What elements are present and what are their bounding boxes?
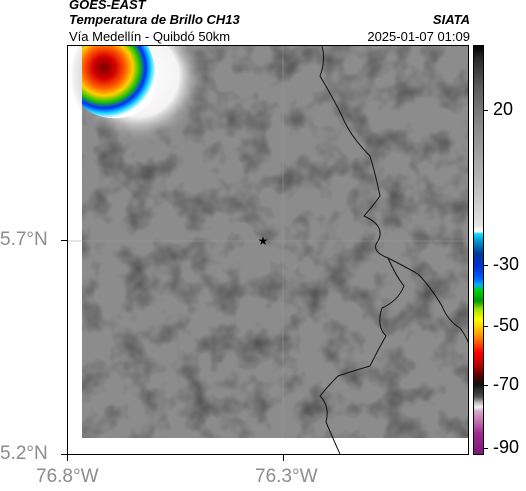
colorbar-label: -70 xyxy=(493,374,520,394)
colorbar-tick xyxy=(484,110,488,111)
colorbar-label: 20 xyxy=(493,99,514,119)
product-title: Temperatura de Brillo CH13 xyxy=(69,12,240,27)
organization-label: SIATA xyxy=(432,12,470,27)
colorbar-tick xyxy=(484,326,488,327)
longitude-label: 76.8°W xyxy=(36,466,99,487)
convective-cloud xyxy=(82,46,156,119)
satellite-title: GOES-EAST xyxy=(69,0,146,12)
colorbar-label: -90 xyxy=(493,437,520,457)
colorbar-label: -50 xyxy=(493,315,520,335)
imagery-field xyxy=(70,46,468,438)
brightness-temperature-map: ★ xyxy=(68,46,468,454)
latitude-label: 5.2°N xyxy=(0,443,48,464)
longitude-label: 76.3°W xyxy=(255,466,318,487)
map-panel: ★ xyxy=(67,45,469,455)
temperature-colorbar xyxy=(473,45,484,455)
lat-tick-5-7 xyxy=(61,240,67,241)
lat-tick-5-2 xyxy=(61,454,67,455)
coastline-borders xyxy=(319,46,468,454)
lon-tick-76-3 xyxy=(283,455,284,461)
graticule xyxy=(68,46,468,438)
colorbar-label: -30 xyxy=(493,254,520,274)
timestamp-label: 2025-01-07 01:09 xyxy=(367,29,470,44)
colorbar-tick xyxy=(484,448,488,449)
region-subtitle: Vía Medellín - Quibdó 50km xyxy=(69,29,231,44)
colorbar-tick xyxy=(484,385,488,386)
colorbar-tick xyxy=(484,265,488,266)
lon-tick-76-8 xyxy=(67,455,68,461)
location-star-icon: ★ xyxy=(258,234,269,248)
latitude-label: 5.7°N xyxy=(0,229,48,250)
